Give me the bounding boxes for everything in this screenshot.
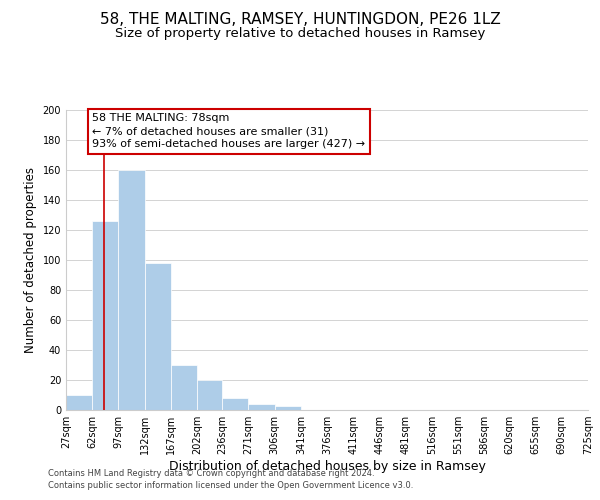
Bar bbox=[275, 406, 301, 410]
Bar bbox=[118, 170, 145, 410]
Text: 58, THE MALTING, RAMSEY, HUNTINGDON, PE26 1LZ: 58, THE MALTING, RAMSEY, HUNTINGDON, PE2… bbox=[100, 12, 500, 28]
Text: 58 THE MALTING: 78sqm
← 7% of detached houses are smaller (31)
93% of semi-detac: 58 THE MALTING: 78sqm ← 7% of detached h… bbox=[92, 113, 365, 150]
X-axis label: Distribution of detached houses by size in Ramsey: Distribution of detached houses by size … bbox=[169, 460, 485, 473]
Text: Contains HM Land Registry data © Crown copyright and database right 2024.: Contains HM Land Registry data © Crown c… bbox=[48, 468, 374, 477]
Bar bbox=[223, 398, 248, 410]
Bar bbox=[248, 404, 275, 410]
Bar bbox=[170, 365, 197, 410]
Text: Size of property relative to detached houses in Ramsey: Size of property relative to detached ho… bbox=[115, 28, 485, 40]
Bar bbox=[66, 395, 92, 410]
Bar bbox=[197, 380, 223, 410]
Bar bbox=[145, 263, 170, 410]
Bar bbox=[92, 221, 118, 410]
Text: Contains public sector information licensed under the Open Government Licence v3: Contains public sector information licen… bbox=[48, 481, 413, 490]
Y-axis label: Number of detached properties: Number of detached properties bbox=[24, 167, 37, 353]
